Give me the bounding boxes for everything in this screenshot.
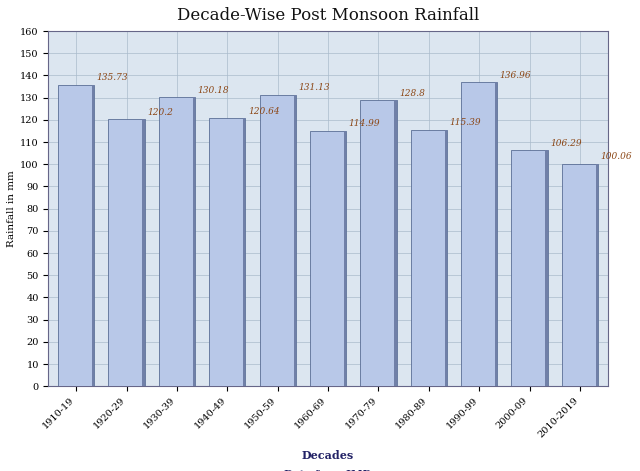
Bar <box>511 150 548 386</box>
Bar <box>92 85 94 386</box>
Text: 130.18: 130.18 <box>198 86 229 95</box>
Bar <box>562 164 598 386</box>
Bar <box>243 118 246 386</box>
Title: Decade-Wise Post Monsoon Rainfall: Decade-Wise Post Monsoon Rainfall <box>177 7 479 24</box>
Text: 120.2: 120.2 <box>147 108 173 117</box>
Bar <box>143 120 145 386</box>
Text: 114.99: 114.99 <box>349 119 380 128</box>
Text: 136.96: 136.96 <box>500 71 531 80</box>
Bar <box>344 131 346 386</box>
Bar <box>310 131 346 386</box>
Text: 128.8: 128.8 <box>399 89 425 97</box>
Text: 135.73: 135.73 <box>97 73 129 82</box>
Bar <box>58 85 94 386</box>
Bar <box>461 82 497 386</box>
Bar <box>411 130 447 386</box>
Y-axis label: Rainfall in mm: Rainfall in mm <box>7 170 16 247</box>
Bar <box>495 82 497 386</box>
Bar <box>159 97 195 386</box>
Text: Data from IMD: Data from IMD <box>284 470 372 471</box>
Text: 100.06: 100.06 <box>600 153 632 162</box>
Bar <box>108 120 145 386</box>
Text: 120.64: 120.64 <box>248 107 280 116</box>
Bar <box>193 97 195 386</box>
Bar <box>545 150 548 386</box>
Bar <box>260 95 296 386</box>
Text: 115.39: 115.39 <box>449 118 481 128</box>
Bar <box>360 100 397 386</box>
Bar <box>294 95 296 386</box>
Bar <box>445 130 447 386</box>
Text: 106.29: 106.29 <box>550 138 582 147</box>
Bar <box>596 164 598 386</box>
Bar <box>394 100 397 386</box>
Text: 131.13: 131.13 <box>298 83 330 92</box>
Bar <box>209 118 246 386</box>
Text: Decades: Decades <box>302 450 354 461</box>
